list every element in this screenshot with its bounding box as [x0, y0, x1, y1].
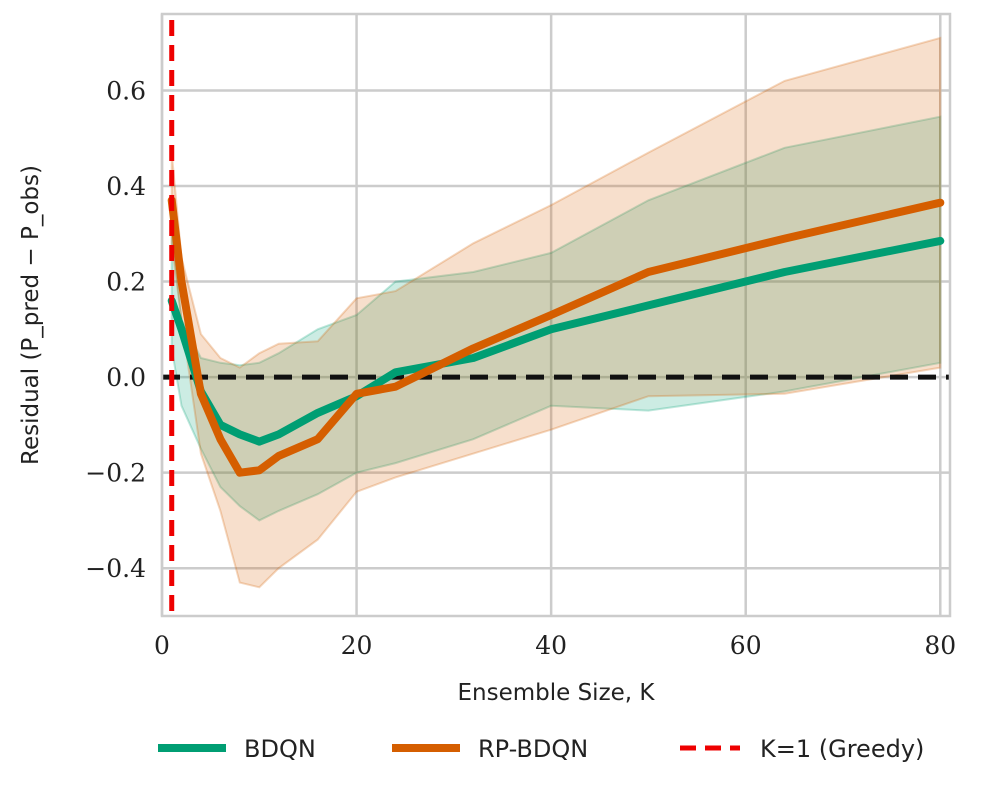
series-line-rp-bdqn	[167, 196, 945, 477]
series-lines	[167, 20, 945, 616]
x-tick-label: 40	[535, 631, 567, 660]
x-tick-label: 20	[341, 631, 373, 660]
legend: BDQN RP-BDQN K=1 (Greedy)	[158, 735, 924, 763]
legend-label-rp-bdqn: RP-BDQN	[478, 735, 588, 763]
x-tick-label: 80	[924, 631, 956, 660]
y-tick-label: 0.4	[106, 172, 146, 201]
band-bdqn	[170, 115, 942, 522]
y-tick-label: 0.6	[106, 76, 146, 105]
plot-frame	[160, 12, 952, 618]
y-axis-label: Residual (P_pred − P_obs)	[18, 165, 44, 465]
y-tick-label: −0.2	[85, 459, 146, 488]
x-axis-label: Ensemble Size, K	[457, 680, 655, 706]
y-tick-label: 0.2	[106, 268, 146, 297]
legend-label-bdqn: BDQN	[244, 735, 316, 763]
y-axis-label-text: Residual (P_pred − P_obs)	[18, 165, 44, 465]
x-tick-label: 0	[154, 631, 170, 660]
legend-label-greedy: K=1 (Greedy)	[760, 735, 924, 763]
y-tick-label: −0.4	[85, 554, 146, 583]
tick-labels: 0 20 40 60 80 −0.4 −0.2 0.0 0.2 0.4 0.6	[85, 76, 956, 660]
y-tick-label: 0.0	[106, 363, 146, 392]
x-axis-label-text: Ensemble Size, K	[457, 680, 655, 706]
x-tick-label: 60	[730, 631, 762, 660]
